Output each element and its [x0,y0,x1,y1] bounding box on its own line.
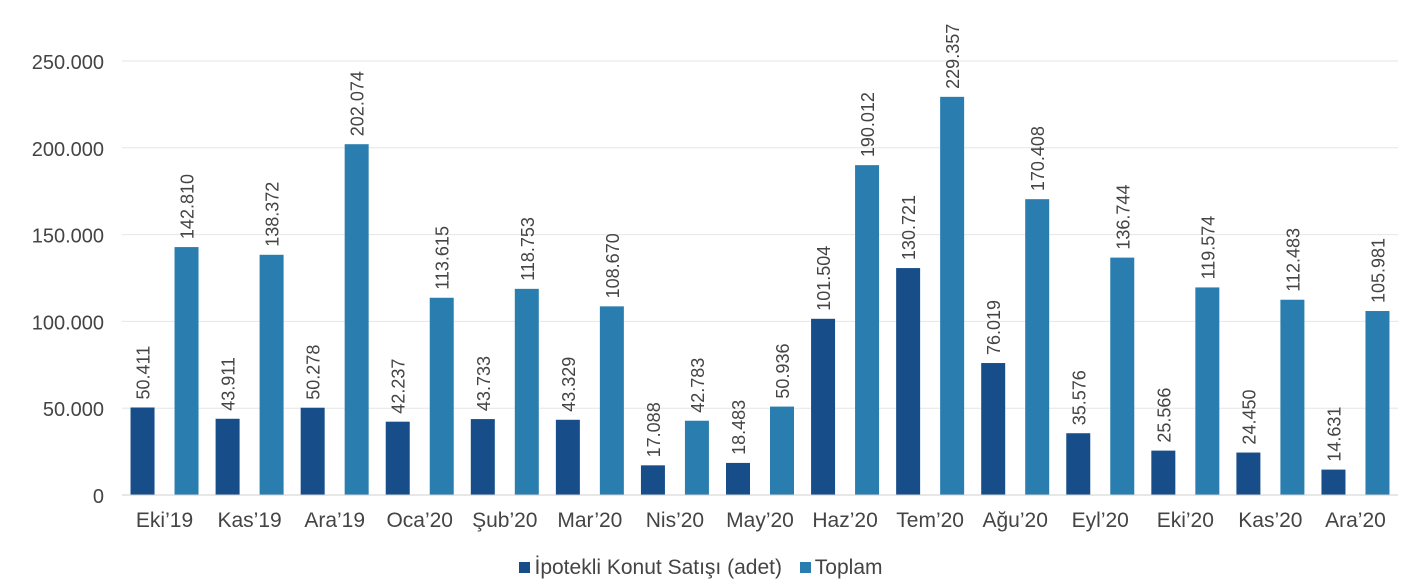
bar-ipotekli [811,318,836,495]
data-label: 112.483 [1283,228,1303,292]
data-label: 18.483 [729,400,749,455]
legend-item-toplam: Toplam [799,555,883,580]
data-label: 50.936 [773,344,793,399]
x-tick-label: Ara’20 [1325,509,1386,532]
bar-ipotekli [896,268,921,495]
bar-toplam [1025,199,1050,496]
data-label: 50.278 [304,345,324,400]
data-label: 76.019 [984,300,1004,355]
x-tick-label: Tem’20 [896,509,964,532]
data-label: 142.810 [178,174,198,239]
data-label: 202.074 [348,71,368,136]
data-label: 136.744 [1113,185,1133,250]
bar-ipotekli [215,418,240,495]
bar-toplam [684,420,709,495]
y-tick-label: 250.000 [32,52,104,74]
bar-ipotekli [1236,452,1261,495]
bar-chart: 0 50.000 100.000 150.000 200.000 250.000 50.41… [32,24,1398,532]
bar-toplam [940,96,965,496]
bar-toplam [1280,299,1305,495]
data-label: 43.329 [559,357,579,412]
data-label: 130.721 [899,195,919,260]
bar-toplam [599,306,624,495]
y-tick-label: 50.000 [43,399,104,421]
bar-ipotekli [130,407,155,495]
data-label: 113.615 [433,226,453,290]
data-label: 43.733 [474,356,494,411]
data-label: 50.411 [134,346,154,400]
bar-toplam [1365,311,1390,495]
y-tick-label: 200.000 [32,139,104,161]
data-label: 105.981 [1368,238,1388,303]
bar-toplam [344,144,369,496]
data-label: 17.088 [644,402,664,457]
y-tick-label: 150.000 [32,226,104,248]
legend-label-ipotekli: İpotekli Konut Satışı (adet) [534,555,782,579]
data-label: 42.237 [389,359,409,414]
x-tick-label: Eki’20 [1157,509,1214,532]
y-tick-label: 100.000 [32,312,104,334]
bar-toplam [1195,287,1220,495]
legend-item-ipotekli: İpotekli Konut Satışı (adet) [519,555,782,580]
bar-toplam [855,165,880,496]
x-tick-label: Eyl’20 [1072,509,1129,532]
bar-ipotekli [1321,469,1346,495]
legend: İpotekli Konut Satışı (adet) Toplam [0,555,1402,580]
legend-label-toplam: Toplam [814,555,883,579]
x-tick-label: Ağu’20 [983,509,1048,532]
data-label: 24.450 [1239,389,1259,444]
bar-toplam [770,406,794,495]
legend-swatch-ipotekli [519,562,531,573]
bar-ipotekli [300,407,325,495]
data-label: 118.753 [518,217,538,281]
bar-ipotekli [981,363,1006,495]
x-tick-label: Mar’20 [557,509,622,532]
legend-swatch-toplam [799,562,811,573]
data-label: 42.783 [688,358,708,413]
data-label: 108.670 [603,233,623,298]
x-tick-label: Oca’20 [386,509,453,532]
data-label: 170.408 [1028,126,1048,191]
x-tick-label: Kas’20 [1238,509,1302,532]
x-tick-label: Nis’20 [646,509,704,532]
bar-ipotekli [1066,433,1091,495]
x-tick-label: May’20 [726,509,794,532]
data-label: 229.357 [943,24,963,89]
data-label: 138.372 [263,182,283,247]
x-tick-label: Kas’19 [217,509,281,532]
bar-ipotekli [726,462,750,495]
bar-ipotekli [640,465,665,495]
bar-toplam [514,288,539,495]
data-label: 14.631 [1324,407,1344,462]
data-label: 190.012 [858,92,878,157]
data-label: 101.504 [814,246,834,311]
x-tick-label: Eki’19 [136,509,193,532]
bar-ipotekli [555,419,580,495]
bar-toplam [259,254,284,495]
data-label: 25.566 [1154,388,1174,443]
x-tick-label: Şub’20 [472,509,537,532]
bar-ipotekli [1151,450,1176,495]
data-label: 119.574 [1198,216,1218,280]
data-label: 43.911 [219,357,239,411]
bar-ipotekli [385,421,410,495]
bar-toplam [1110,257,1135,495]
y-tick-label: 0 [93,486,104,508]
data-label: 35.576 [1069,370,1089,425]
x-tick-label: Haz’20 [812,509,877,532]
x-tick-label: Ara’19 [304,509,365,532]
bar-ipotekli [470,419,495,495]
bar-toplam [174,247,199,495]
bar-toplam [429,297,454,495]
